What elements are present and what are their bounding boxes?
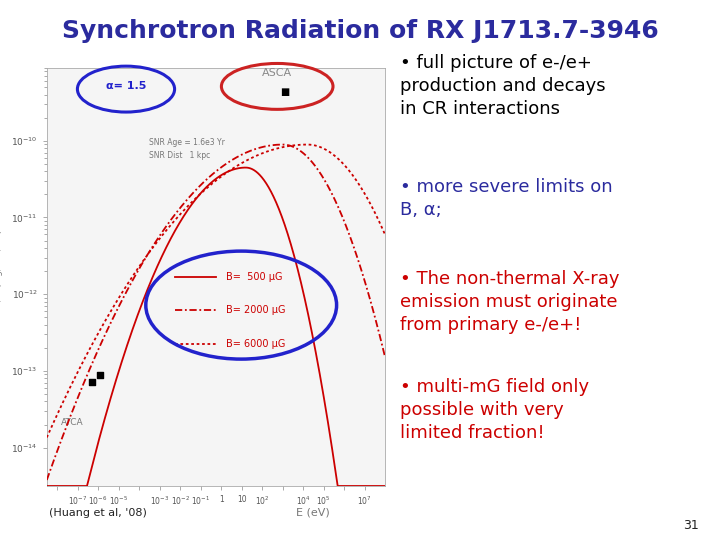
Text: B=  500 μG: B= 500 μG (226, 272, 283, 282)
Text: ATCA: ATCA (61, 417, 84, 427)
Text: α= 1.5: α= 1.5 (106, 82, 146, 91)
Text: 31: 31 (683, 519, 698, 532)
Point (86, 378, 98, 387)
Text: ■: ■ (280, 87, 289, 97)
Text: • more severe limits on
B, α;: • more severe limits on B, α; (400, 178, 612, 219)
Text: • full picture of e-/e+
production and decays
in CR interactions: • full picture of e-/e+ production and d… (400, 54, 606, 118)
Text: • The non-thermal X-ray
emission must originate
from primary e-/e+!: • The non-thermal X-ray emission must or… (400, 270, 619, 334)
Text: E (eV): E (eV) (297, 508, 330, 518)
Point (94, 370, 106, 379)
Text: • multi-mG field only
possible with very
limited fraction!: • multi-mG field only possible with very… (400, 378, 589, 442)
Text: SNR Dist   1 kpc: SNR Dist 1 kpc (149, 151, 210, 160)
Text: B= 2000 μG: B= 2000 μG (226, 305, 286, 315)
Y-axis label: $L^2\,dN/dL\,(erg/cm^2/sec)$: $L^2\,dN/dL\,(erg/cm^2/sec)$ (0, 229, 6, 325)
Text: Synchrotron Radiation of RX J1713.7-3946: Synchrotron Radiation of RX J1713.7-3946 (62, 19, 658, 43)
Text: (Huang et al, '08): (Huang et al, '08) (49, 508, 147, 518)
Text: ASCA: ASCA (262, 68, 292, 78)
Text: SNR Age = 1.6e3 Yr: SNR Age = 1.6e3 Yr (149, 138, 225, 146)
Text: B= 6000 μG: B= 6000 μG (226, 339, 286, 349)
